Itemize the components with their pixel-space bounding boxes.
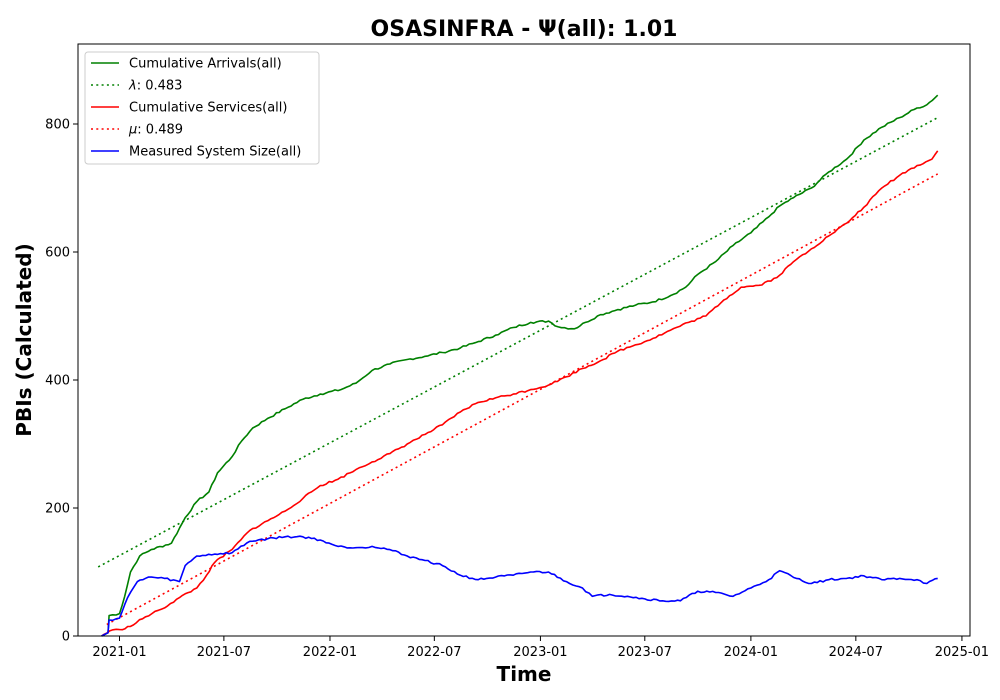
y-tick-label: 800 (45, 118, 70, 133)
x-tick-label: 2021-01 (92, 645, 146, 660)
x-axis-label: Time (497, 662, 552, 686)
series-line-3 (106, 173, 939, 626)
x-tick-label: 2023-07 (618, 645, 672, 660)
x-tick-label: 2024-01 (724, 645, 778, 660)
legend-label-0: Cumulative Arrivals(all) (129, 57, 282, 72)
legend-symbol: λ (128, 79, 137, 94)
y-axis-label: PBIs (Calculated) (12, 243, 36, 436)
x-tick-label: 2024-07 (829, 645, 883, 660)
y-tick-label: 400 (45, 374, 70, 389)
legend-value: : 0.483 (137, 79, 183, 94)
x-tick-label: 2023-01 (513, 645, 567, 660)
legend-label-4: Measured System Size(all) (129, 145, 301, 160)
x-axis: 2021-01 2021-07 2022-01 2022-07 2023-01 2023-… (92, 636, 989, 660)
x-tick-label: 2021-07 (197, 645, 251, 660)
legend: Cumulative Arrivals(all) λ: 0.483 Cumulati… (84, 51, 320, 165)
series-line-4 (101, 535, 938, 637)
plot-frame (77, 43, 971, 637)
plot-lines (97, 94, 939, 637)
legend-label-1: λ: 0.483 (128, 79, 182, 94)
y-axis: 0 200 400 600 800 (45, 118, 78, 645)
legend-symbol: μ (128, 123, 137, 138)
series-line-0 (101, 94, 939, 637)
legend-label-3: μ: 0.489 (128, 123, 183, 138)
legend-label-2: Cumulative Services(all) (129, 101, 287, 116)
x-tick-label: 2022-07 (407, 645, 461, 660)
series-line-2 (101, 150, 939, 637)
legend-value: : 0.489 (137, 123, 183, 138)
legend-box (84, 51, 320, 165)
chart-title: OSASINFRA - Ψ(all): 1.01 (371, 17, 678, 42)
y-tick-label: 0 (62, 630, 70, 645)
x-tick-label: 2025-01 (935, 645, 989, 660)
x-tick-label: 2022-01 (303, 645, 357, 660)
y-tick-label: 200 (45, 502, 70, 517)
y-tick-label: 600 (45, 246, 70, 261)
